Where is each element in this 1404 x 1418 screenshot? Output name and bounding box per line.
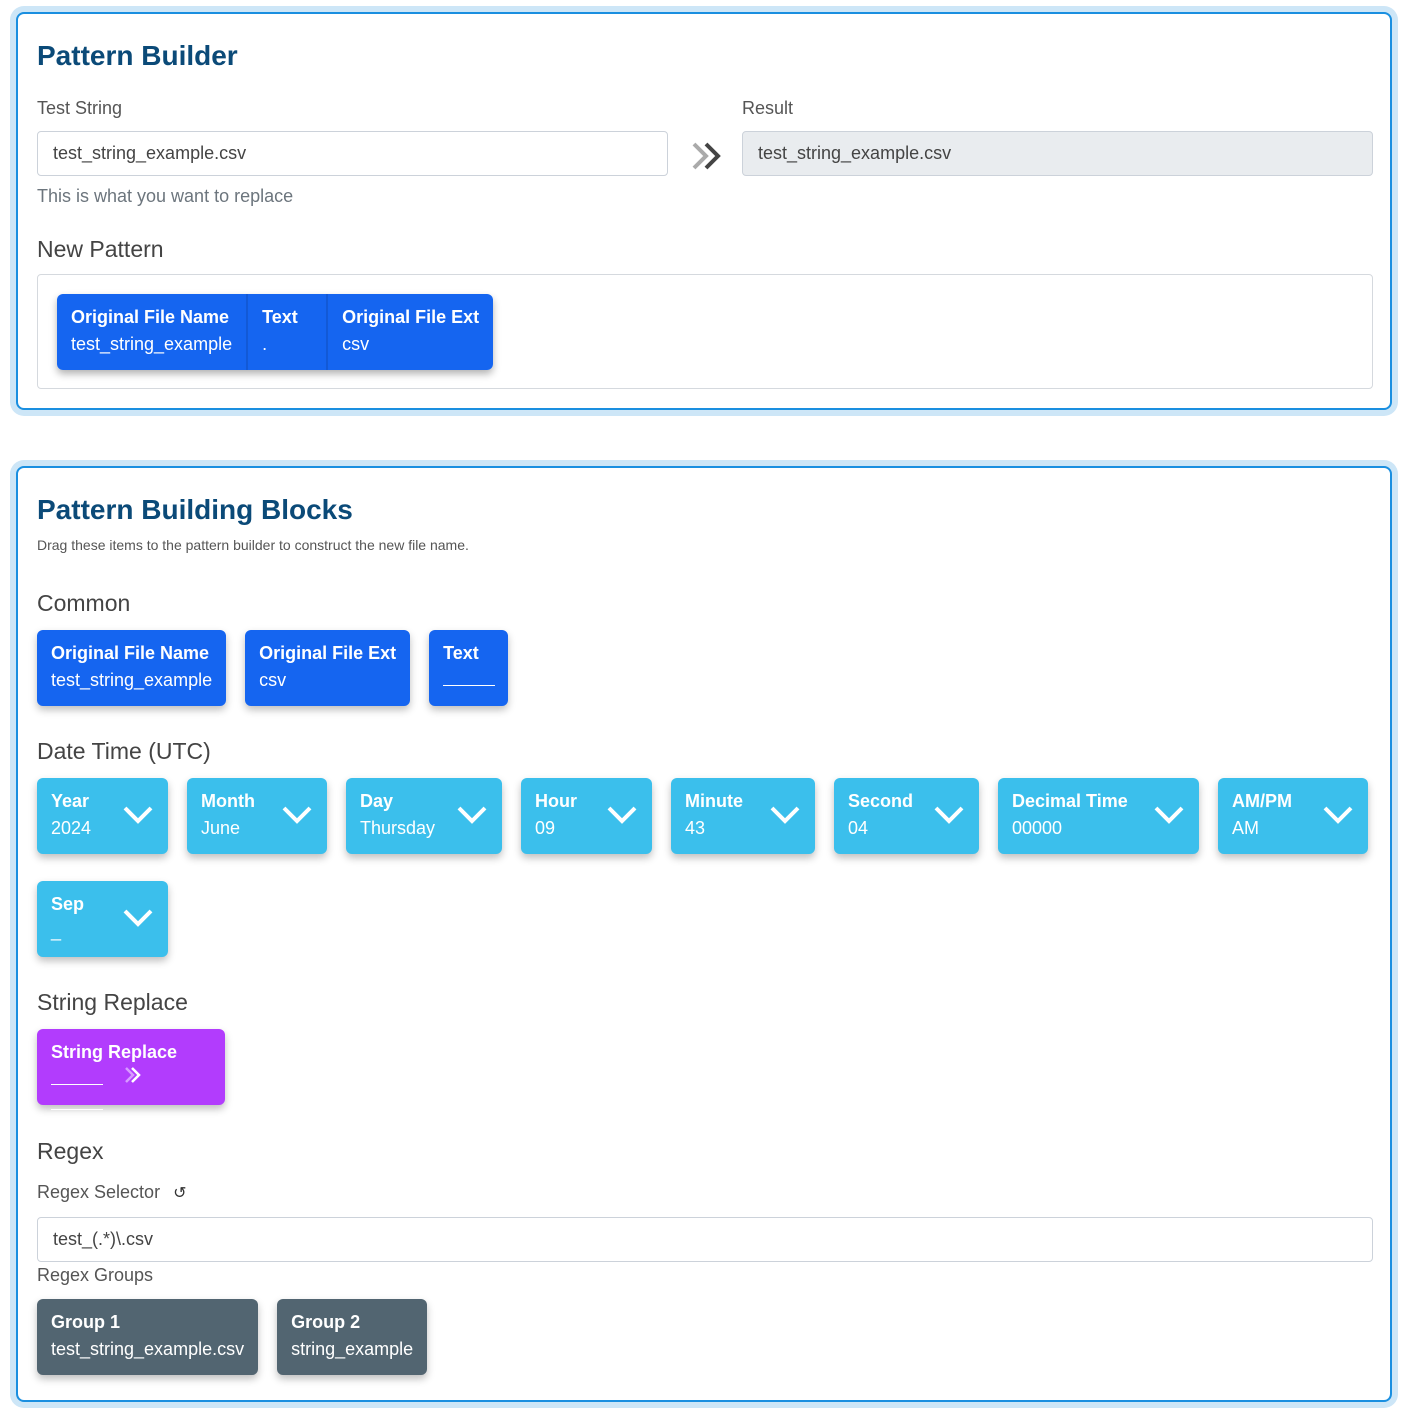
chevron-down-icon[interactable] xyxy=(281,802,313,826)
chevron-down-icon[interactable] xyxy=(933,802,965,826)
block-title: Second xyxy=(848,791,914,811)
chevron-down-icon[interactable] xyxy=(122,802,154,826)
block-title: Sep xyxy=(51,894,85,914)
chevron-down-icon[interactable] xyxy=(606,802,638,826)
chevron-down-icon[interactable] xyxy=(1153,802,1185,826)
block-value: 09 xyxy=(535,818,556,838)
block-original-file-ext[interactable]: Original File Ext csv xyxy=(245,630,411,706)
block-title: Text xyxy=(443,643,479,663)
block-value: 04 xyxy=(848,818,869,838)
regex-groups-label: Regex Groups xyxy=(37,1265,154,1285)
pattern-block-original-file-name[interactable]: Original File Name test_string_example xyxy=(57,294,249,370)
block-am-pm[interactable]: AM/PM AM xyxy=(1218,778,1368,854)
block-title: Year xyxy=(51,791,90,811)
block-title: Minute xyxy=(685,791,743,811)
block-value: csv xyxy=(342,334,370,354)
pattern-sequence: Original File Name test_string_example Te… xyxy=(57,294,494,370)
block-title: Group 1 xyxy=(51,1312,121,1332)
block-title: Month xyxy=(201,791,255,811)
reset-icon[interactable]: ↺ xyxy=(173,1185,187,1202)
chevron-down-icon[interactable] xyxy=(122,905,154,929)
block-value: Thursday xyxy=(360,818,436,838)
block-title: Original File Name xyxy=(71,307,230,327)
chevron-down-icon[interactable] xyxy=(1322,802,1354,826)
new-pattern-label: New Pattern xyxy=(37,236,164,262)
block-hour[interactable]: Hour 09 xyxy=(521,778,652,854)
chevron-down-icon[interactable] xyxy=(769,802,801,826)
block-string-replace[interactable]: String Replace xyxy=(37,1029,225,1110)
block-title: Group 2 xyxy=(291,1312,361,1332)
block-value: _ xyxy=(51,921,62,941)
string-replace-label: String Replace xyxy=(37,989,188,1015)
block-value: . xyxy=(262,334,268,354)
block-value: csv xyxy=(259,670,287,690)
block-value: AM xyxy=(1232,818,1259,838)
block-value: 43 xyxy=(685,818,706,838)
block-title: Text xyxy=(262,307,298,327)
pattern-dropzone[interactable]: Original File Name test_string_example Te… xyxy=(37,274,1373,389)
block-decimal-time[interactable]: Decimal Time 00000 xyxy=(998,778,1199,854)
test-string-input[interactable]: test_string_example.csv xyxy=(37,131,668,176)
block-value: 2024 xyxy=(51,818,92,838)
block-text[interactable]: Text xyxy=(429,630,509,706)
pattern-builder-card: Pattern Builder Test String test_string_… xyxy=(16,12,1392,410)
block-year[interactable]: Year 2024 xyxy=(37,778,168,854)
block-title: Original File Name xyxy=(51,643,210,663)
block-original-file-name[interactable]: Original File Name test_string_example xyxy=(37,630,227,706)
block-title: Day xyxy=(360,791,394,811)
building-blocks-card: Pattern Building Blocks Drag these items… xyxy=(16,466,1392,1402)
regex-selector-text: Regex Selector xyxy=(37,1182,161,1202)
datetime-label: Date Time (UTC) xyxy=(37,738,211,764)
block-value: 00000 xyxy=(1012,818,1063,838)
block-title: Decimal Time xyxy=(1012,791,1128,811)
block-title: Original File Ext xyxy=(259,643,397,663)
pattern-block-text[interactable]: Text. xyxy=(248,294,329,370)
block-title: AM/PM xyxy=(1232,791,1292,811)
block-second[interactable]: Second 04 xyxy=(834,778,979,854)
chevron-down-icon[interactable] xyxy=(456,802,488,826)
regex-selector-label: Regex Selector ↺ xyxy=(37,1182,187,1203)
block-month[interactable]: Month June xyxy=(187,778,327,854)
section-title: Pattern Building Blocks xyxy=(37,494,353,525)
block-title: Original File Ext xyxy=(342,307,480,327)
block-value: test_string_example xyxy=(51,670,213,690)
double-chevron-right-icon xyxy=(692,142,721,170)
result-label: Result xyxy=(742,98,794,118)
replace-input-line[interactable] xyxy=(51,1090,103,1110)
block-value: test_string_example.csv xyxy=(51,1339,245,1359)
block-sep[interactable]: Sep _ xyxy=(37,881,168,957)
section-subtitle: Drag these items to the pattern builder … xyxy=(37,537,469,553)
double-chevron-right-icon xyxy=(125,1067,142,1083)
block-group-2[interactable]: Group 2 string_example xyxy=(277,1299,428,1375)
block-value: June xyxy=(201,818,241,838)
block-value: test_string_example xyxy=(71,334,233,354)
block-value: string_example xyxy=(291,1339,414,1359)
pattern-block-original-file-ext[interactable]: Original File Ext csv xyxy=(328,294,494,370)
page-title: Pattern Builder xyxy=(37,40,238,71)
common-label: Common xyxy=(37,590,131,616)
test-string-help: This is what you want to replace xyxy=(37,186,294,206)
result-field: test_string_example.csv xyxy=(742,131,1373,176)
block-title: String Replace xyxy=(51,1042,178,1062)
block-group-1[interactable]: Group 1 test_string_example.csv xyxy=(37,1299,259,1375)
text-input-line[interactable] xyxy=(443,666,496,686)
regex-input[interactable]: test_(.*)\.csv xyxy=(37,1217,1373,1262)
find-input-line[interactable] xyxy=(51,1065,103,1085)
block-day[interactable]: Day Thursday xyxy=(346,778,502,854)
block-title: Hour xyxy=(535,791,577,811)
test-string-label: Test String xyxy=(37,98,123,118)
block-minute[interactable]: Minute 43 xyxy=(671,778,815,854)
regex-label: Regex xyxy=(37,1138,104,1164)
